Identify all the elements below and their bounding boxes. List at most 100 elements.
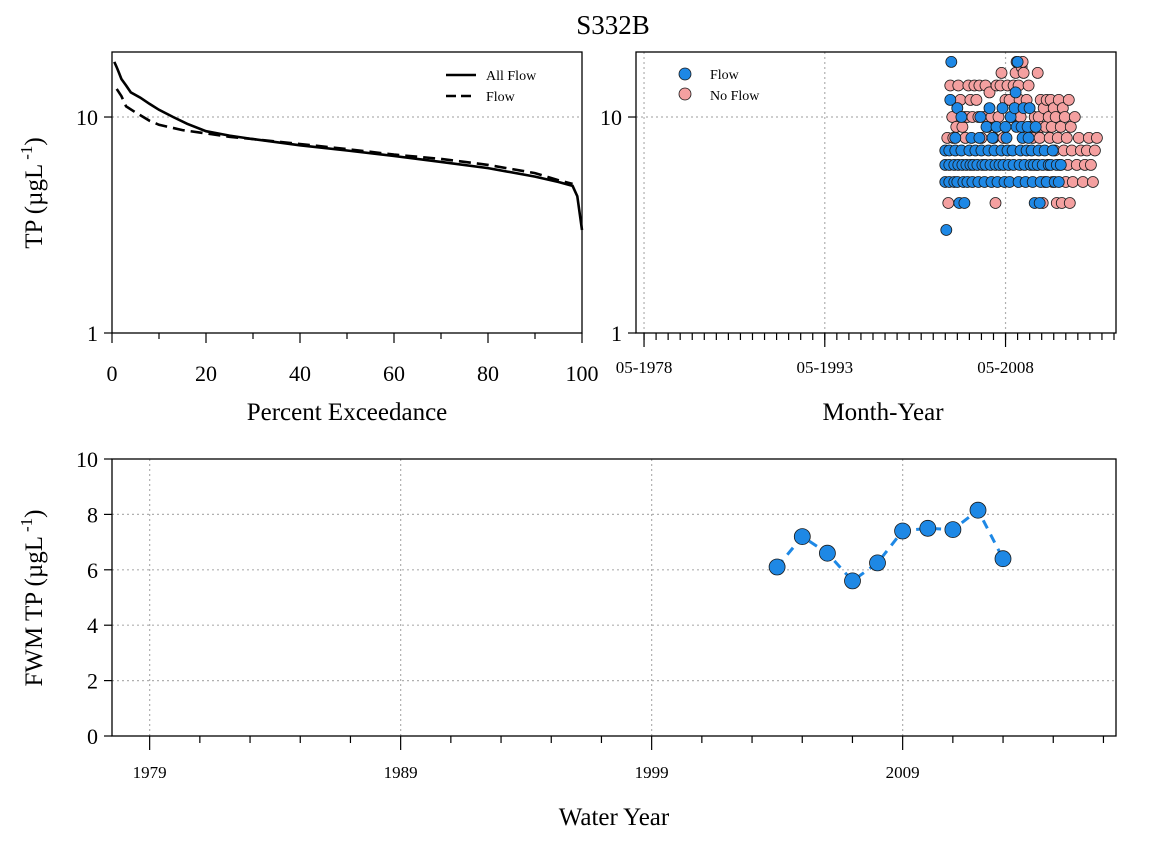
no-flow-point <box>1022 79 1035 92</box>
flow-point <box>1054 158 1067 171</box>
no-flow-point <box>1054 121 1067 133</box>
flow-point <box>1046 144 1059 157</box>
fwm-x-tick-label: 2009 <box>886 763 920 782</box>
legend-all-flow-label: All Flow <box>486 69 537 84</box>
no-flow-point <box>1091 131 1103 144</box>
exceedance-x-tick-label: 60 <box>383 361 405 386</box>
monthly-y-tick-label: 10 <box>600 105 622 130</box>
fwm-x-axis-label: Water Year <box>559 804 670 831</box>
flow-point <box>945 56 958 68</box>
fwm-line <box>775 507 1005 583</box>
flow-point <box>949 131 962 144</box>
no-flow-point <box>989 197 1002 209</box>
no-flow-point <box>983 86 996 99</box>
no-flow-point <box>1060 131 1073 144</box>
exceedance-x-tick-label: 80 <box>477 361 499 386</box>
legend-scatter-flow-label: Flow <box>710 68 740 83</box>
monthly-x-tick-label: 05-2008 <box>977 358 1034 377</box>
flow-point <box>974 111 987 123</box>
fwm-series <box>768 501 1012 590</box>
fwm-point <box>919 519 937 537</box>
monthly-grid <box>636 52 1116 333</box>
exceedance-chart: 0 20 40 60 80 100 1 10 Percent Exceedance TP (µ… <box>17 51 599 426</box>
no-flow-point <box>970 94 983 106</box>
exceedance-y-tick-label: 1 <box>87 321 98 346</box>
fwm-y-axis-label-exponent: -1 <box>17 518 36 532</box>
monthly-x-axis-label: Month-Year <box>822 399 944 426</box>
fwm-y-axis-label-close: ) <box>21 509 48 517</box>
no-flow-point <box>1072 131 1085 144</box>
fwm-y-tick-label: 4 <box>87 613 98 638</box>
flow-point <box>1029 121 1042 133</box>
no-flow-point <box>1087 176 1099 188</box>
flow-point <box>1000 131 1013 144</box>
exceedance-y-axis-label-main: TP (µgL <box>21 164 48 249</box>
monthly-points <box>939 56 1103 236</box>
fwm-point <box>793 528 811 545</box>
flow-point <box>944 94 957 106</box>
monthly-x-tick-label: 05-1978 <box>616 358 673 377</box>
no-flow-point <box>1031 67 1044 79</box>
flow-point <box>1022 131 1035 144</box>
fwm-x-tick-label: 1979 <box>133 763 167 782</box>
no-flow-point <box>956 121 969 133</box>
flow-point <box>980 121 993 133</box>
exceedance-x-tick-label: 100 <box>566 361 599 386</box>
fwm-point <box>844 572 861 590</box>
no-flow-point <box>1085 158 1097 171</box>
no-flow-point <box>995 67 1008 79</box>
no-flow-point <box>1033 131 1046 144</box>
fwm-chart: 0 2 4 6 8 10 1979 1989 1999 2009 Water Year FWM T… <box>17 447 1117 831</box>
no-flow-point <box>1062 94 1075 106</box>
legend-flow-marker <box>678 67 692 81</box>
fwm-point <box>894 522 911 540</box>
fwm-ticks: 0 2 4 6 8 10 1979 1989 1999 2009 <box>76 447 1105 782</box>
fwm-y-tick-label: 10 <box>76 447 98 472</box>
fwm-point <box>944 521 962 538</box>
fwm-plot-frame <box>111 458 1117 737</box>
fwm-grid <box>112 459 1116 736</box>
flow-point <box>1011 56 1024 68</box>
flow-line <box>115 88 573 186</box>
fwm-x-tick-label: 1999 <box>635 763 669 782</box>
fwm-point <box>994 550 1012 568</box>
fwm-point <box>969 501 987 519</box>
no-flow-point <box>1066 176 1079 188</box>
fwm-point <box>819 544 836 562</box>
no-flow-point <box>1017 67 1030 79</box>
monthly-y-tick-label: 1 <box>611 321 622 346</box>
flow-point <box>986 131 999 144</box>
no-flow-point <box>1068 111 1081 123</box>
fwm-point <box>869 554 886 572</box>
flow-point <box>1023 102 1036 114</box>
flow-point <box>999 121 1012 133</box>
flow-point <box>940 224 953 236</box>
no-flow-point <box>1058 111 1071 123</box>
flow-point <box>958 197 971 209</box>
figure-title: S332B <box>576 10 650 40</box>
no-flow-point <box>1077 176 1089 188</box>
exceedance-y-axis-label: TP (µgL -1) <box>17 137 48 249</box>
flow-point <box>1052 176 1065 188</box>
exceedance-y-tick-label: 10 <box>76 105 98 130</box>
exceedance-lines <box>113 61 584 231</box>
fwm-y-tick-label: 8 <box>87 502 98 527</box>
legend-flow-label: Flow <box>486 90 516 105</box>
fwm-y-tick-label: 2 <box>87 669 98 694</box>
monthly-chart: 05-1978 05-1993 05-2008 1 10 Month-Year Flow… <box>600 51 1117 426</box>
all-flow-line <box>113 61 584 231</box>
monthly-x-tick-label: 05-1993 <box>796 358 853 377</box>
fwm-y-tick-label: 0 <box>87 724 98 749</box>
flow-point <box>955 111 968 123</box>
flow-point <box>996 102 1009 114</box>
exceedance-x-axis-label: Percent Exceedance <box>247 399 448 426</box>
monthly-plot-frame <box>635 51 1117 334</box>
fwm-point <box>768 558 786 576</box>
fwm-y-tick-label: 6 <box>87 558 98 583</box>
no-flow-point <box>1063 197 1076 209</box>
exceedance-ticks: 0 20 40 60 80 100 1 10 <box>76 105 599 386</box>
flow-point <box>1009 86 1022 99</box>
no-flow-point <box>1089 144 1101 157</box>
monthly-legend: Flow No Flow <box>678 67 760 104</box>
